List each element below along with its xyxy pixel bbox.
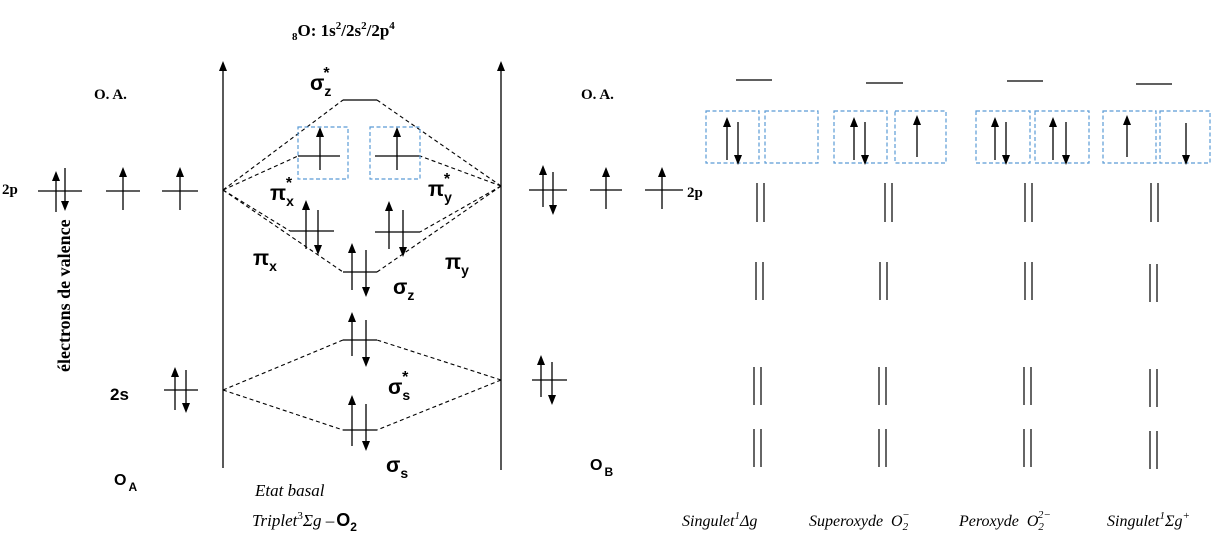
mo-label-sigma-z: σz xyxy=(393,276,414,303)
state-superoxyde-boxes xyxy=(833,110,947,165)
parallel-level-marks xyxy=(753,183,1159,469)
mo-sigma-z-star: σz* xyxy=(310,65,377,101)
state-singulet-sigma-boxes xyxy=(1102,110,1211,165)
state-caption-peroxyde: Peroxyde O22− xyxy=(958,509,1051,533)
orbital-box xyxy=(764,110,819,164)
state-caption-singulet-sigma: Singulet1Σg+ xyxy=(1107,510,1190,530)
mo-pi: πx πy xyxy=(253,200,469,278)
oa-label-right: O. A. xyxy=(581,87,614,103)
mo-label-pi-y: πy xyxy=(445,251,469,278)
label-2s: 2s xyxy=(110,385,129,404)
mo-label-pi-y-star: πy* xyxy=(428,171,452,205)
top-levels xyxy=(736,79,1172,85)
mo-label-sigma-s-star: σs* xyxy=(388,369,410,403)
mo-sigma-s-star: σs* xyxy=(343,312,410,403)
orbital-box xyxy=(1102,110,1157,164)
mo-label-pi-x: πx xyxy=(253,247,277,274)
state-peroxyde-boxes xyxy=(975,110,1090,165)
highlight-box-pi-x-star xyxy=(297,126,349,180)
orbital-box xyxy=(1159,110,1211,164)
orbital-box xyxy=(833,110,888,164)
ground-state-term: Triplet3Σg – O2 xyxy=(252,510,357,533)
left-2p-orbitals xyxy=(38,167,198,212)
oa-label-left: O. A. xyxy=(94,87,127,103)
state-caption-superoxyde: Superoxyde O2− xyxy=(809,509,910,533)
orbital-box xyxy=(705,110,760,164)
mo-label-sigma-s: σs xyxy=(386,454,408,481)
excited-states-panel: Singulet1Δg Superoxyde O2− Peroxyde O22− S… xyxy=(682,79,1211,533)
label-2p-right: 2p xyxy=(687,185,703,201)
mo-sigma-s: σs xyxy=(343,395,408,481)
config-title: 8O: 1s2/2s2/2p4 xyxy=(292,20,395,43)
ground-state-label: Etat basal xyxy=(254,481,325,500)
orbital-box xyxy=(975,110,1031,164)
orbital-box xyxy=(1034,110,1090,164)
right-2s-orbital xyxy=(532,355,567,405)
right-2p-orbitals xyxy=(529,165,683,215)
mo-sigma-z: σz xyxy=(343,243,414,303)
mo-pi-star: πx* πy* xyxy=(270,127,452,209)
correlation-lines xyxy=(222,99,502,431)
state-singulet-delta-boxes xyxy=(705,110,819,165)
label-2p-left: 2p xyxy=(2,182,18,198)
state-caption-singulet-delta: Singulet1Δg xyxy=(682,510,757,530)
mo-label-sigma-z-star: σz* xyxy=(310,65,331,99)
axis-label-valence: électrons de valence xyxy=(54,219,74,372)
mo-label-pi-x-star: πx* xyxy=(270,175,294,209)
orbital-box xyxy=(894,110,947,164)
highlight-box-pi-y-star xyxy=(369,126,421,180)
left-2s-orbital xyxy=(164,367,198,413)
